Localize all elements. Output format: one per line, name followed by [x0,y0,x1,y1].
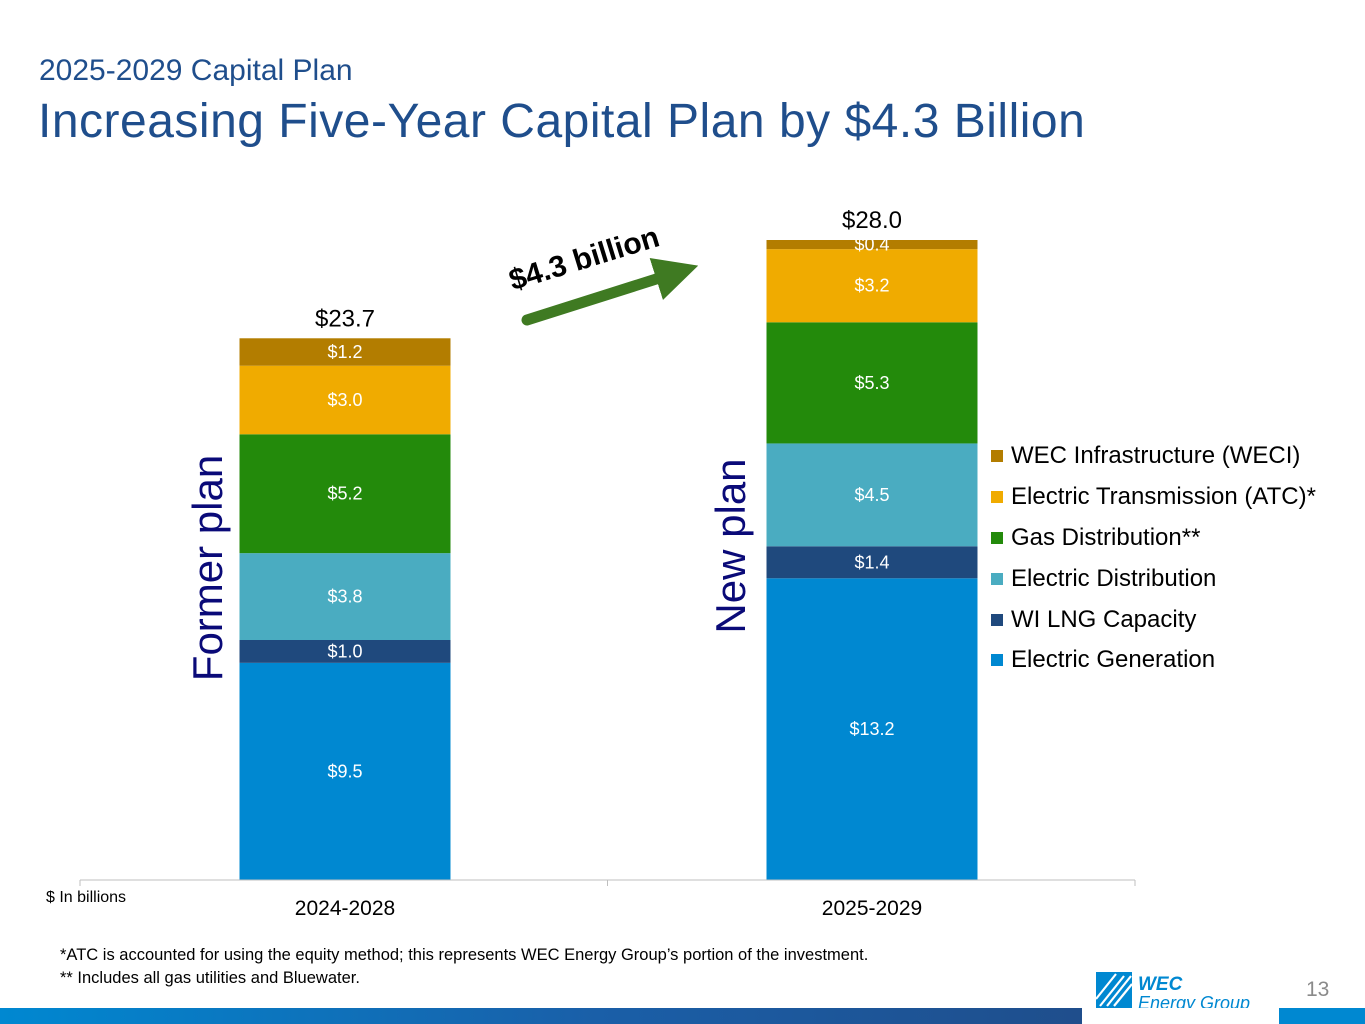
x-tick-label-0: 2024-2028 [295,897,395,920]
slide-subtitle: 2025-2029 Capital Plan [39,54,353,87]
data-label-0-5: $1.2 [327,342,362,362]
legend-label: Electric Distribution [1011,564,1217,592]
data-label-0-1: $1.0 [327,641,362,661]
bar-segment-1-5 [766,240,978,250]
data-label-0-0: $9.5 [327,761,362,781]
legend-swatch [991,491,1003,504]
legend-label: Gas Distribution** [1011,523,1201,551]
data-label-0-3: $5.2 [327,484,362,504]
data-label-0-2: $3.8 [327,587,362,607]
footer-bar [0,1008,1365,1024]
bar-segment-0-4 [239,365,451,435]
x-tick-label-1: 2025-2029 [822,897,922,920]
slide-title: Increasing Five-Year Capital Plan by $4.… [38,95,1086,148]
legend-label: Electric Generation [1011,646,1216,674]
plan-annotation-0: Former plan [184,455,231,681]
plan-annotation-1: New plan [707,458,754,633]
bar-segment-0-3 [239,434,451,554]
legend-item: Electric Generation [991,640,1316,681]
footnote-atc: *ATC is accounted for using the equity m… [60,946,869,964]
chart-legend: WEC Infrastructure (WECI) Electric Transm… [991,436,1316,681]
bar-segment-1-4 [766,249,978,323]
logo-mark-icon [1095,972,1133,1008]
svg-text:WEC: WEC [1138,974,1183,995]
bar-segment-0-0 [239,662,451,880]
data-label-1-0: $13.2 [849,719,894,739]
legend-label: WI LNG Capacity [1011,605,1197,633]
bar-segment-1-1 [766,546,978,579]
legend-swatch [991,531,1003,544]
legend-item: Electric Transmission (ATC)* [991,477,1316,518]
data-label-1-2: $4.5 [854,485,889,505]
legend-item: Gas Distribution** [991,518,1316,559]
bar-segment-0-2 [239,553,451,640]
legend-swatch [991,613,1003,626]
increase-arrow-icon [521,258,699,326]
legend-label: WEC Infrastructure (WECI) [1011,442,1301,470]
data-label-1-3: $5.3 [854,373,889,393]
bar-segment-1-2 [766,443,978,547]
units-note: $ In billions [46,889,127,906]
svg-text:Energy Group: Energy Group [1138,993,1250,1012]
legend-swatch [991,654,1003,667]
page-number: 13 [1306,978,1330,1001]
data-label-1-4: $3.2 [854,276,889,296]
legend-swatch [991,572,1003,585]
legend-label: Electric Transmission (ATC)* [1011,483,1316,511]
footnote-gas: ** Includes all gas utilities and Bluewa… [60,969,360,987]
bar-segment-1-3 [766,322,978,444]
wec-energy-group-logo: WEC Energy Group [1095,972,1250,1012]
bar-segment-1-0 [766,578,978,880]
total-label-1: $28.0 [842,207,902,234]
bar-segment-0-1 [239,640,451,663]
legend-item: WI LNG Capacity [991,599,1316,640]
total-label-0: $23.7 [315,305,375,332]
data-label-0-4: $3.0 [327,390,362,410]
legend-swatch [991,450,1003,463]
legend-item: Electric Distribution [991,558,1316,599]
bar-segment-0-5 [239,338,451,366]
legend-item: WEC Infrastructure (WECI) [991,436,1316,477]
data-label-1-5: $0.4 [854,235,889,255]
data-label-1-1: $1.4 [854,552,889,572]
